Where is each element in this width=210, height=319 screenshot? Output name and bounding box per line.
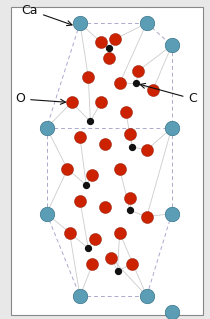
Point xyxy=(124,109,127,115)
Point xyxy=(170,125,173,130)
Point xyxy=(87,246,90,251)
Point xyxy=(93,236,96,241)
Point xyxy=(78,198,82,204)
Point xyxy=(130,144,134,149)
Text: Ca: Ca xyxy=(22,4,72,26)
Text: O: O xyxy=(15,93,66,106)
Point xyxy=(118,81,121,86)
Point xyxy=(78,135,82,140)
Point xyxy=(99,100,102,105)
Point xyxy=(68,230,71,235)
Point xyxy=(170,309,173,315)
Point xyxy=(108,56,111,61)
Point xyxy=(91,173,94,178)
Point xyxy=(108,46,111,51)
Point xyxy=(91,262,94,267)
Point xyxy=(78,20,82,26)
Point xyxy=(116,268,119,273)
Point xyxy=(103,205,107,210)
Point xyxy=(110,256,113,261)
Point xyxy=(130,262,134,267)
Point xyxy=(137,68,140,73)
Point xyxy=(128,132,132,137)
Point xyxy=(145,20,148,26)
Point xyxy=(45,125,48,130)
Point xyxy=(145,293,148,299)
Text: C: C xyxy=(140,83,197,106)
Point xyxy=(151,87,155,92)
Point xyxy=(128,195,132,200)
Point xyxy=(78,293,82,299)
Point xyxy=(118,167,121,172)
Point xyxy=(45,211,48,216)
Point xyxy=(99,40,102,45)
Point xyxy=(170,43,173,48)
Point xyxy=(89,119,92,124)
Point xyxy=(87,75,90,80)
Point xyxy=(135,81,138,86)
Point xyxy=(70,100,73,105)
Point xyxy=(118,230,121,235)
Point xyxy=(103,141,107,146)
Point xyxy=(145,147,148,152)
Point xyxy=(66,167,69,172)
Point xyxy=(85,182,88,188)
Point xyxy=(145,214,148,219)
Point xyxy=(128,208,132,213)
Point xyxy=(170,211,173,216)
Point xyxy=(114,36,117,41)
